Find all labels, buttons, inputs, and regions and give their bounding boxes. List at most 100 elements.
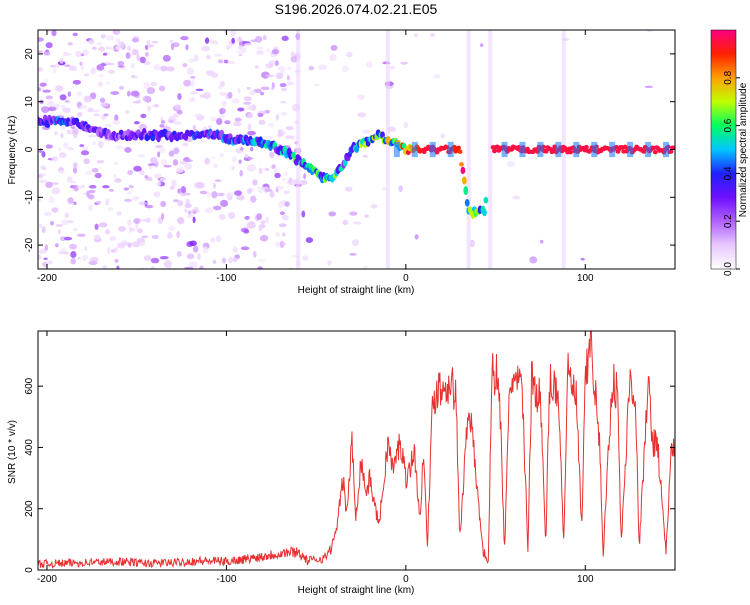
spectrogram-noise-mark <box>137 228 143 234</box>
spectrogram-ridge-mark <box>460 166 466 175</box>
spectrogram-noise-mark <box>172 112 180 118</box>
spectrogram-noise-mark <box>382 187 387 191</box>
spectrogram-noise-mark <box>91 109 101 113</box>
spectrogram-noise-mark <box>116 211 122 216</box>
spectrogram-noise-mark <box>167 231 173 239</box>
spectrogram-noise-mark <box>186 253 195 260</box>
spectrogram-noise-mark <box>123 187 130 191</box>
spectrogram-noise-mark <box>529 256 538 264</box>
colorbar: 0.0 0.2 0.4 0.6 0.8 Normalized spectral ampl… <box>710 29 749 276</box>
spectrogram-noise-mark <box>40 106 50 114</box>
spectrogram-streak-mark <box>385 30 390 269</box>
spectrogram-noise-mark <box>138 241 146 247</box>
spectrogram-noise-mark <box>159 255 169 260</box>
snr-frame <box>37 330 676 571</box>
spectrogram-noise-mark <box>146 39 151 46</box>
spectrogram-noise-mark <box>218 213 227 221</box>
spectrogram-noise-mark <box>256 50 264 55</box>
spectrogram-noise-mark <box>286 81 294 86</box>
spectrogram-noise-mark <box>107 246 111 255</box>
spectrogram-noise-mark <box>190 90 198 95</box>
spectrogram-y-tick-label: 0 <box>24 146 35 152</box>
spectrogram-noise-mark <box>239 170 244 177</box>
spectrogram-noise-mark <box>169 185 175 190</box>
spectrogram-noise-mark <box>60 104 66 110</box>
spectrogram-noise-mark <box>150 257 160 264</box>
spectrogram-noise-mark <box>201 45 211 52</box>
spectrogram-y-tick-label: 10 <box>24 96 35 108</box>
spectrogram-noise-mark <box>84 245 88 252</box>
spectrogram-ridge-mark <box>463 186 469 196</box>
spectrogram-noise-mark <box>285 126 294 131</box>
spectrogram-noise-mark <box>59 236 67 242</box>
spectrogram-noise-mark <box>314 83 320 87</box>
spectrogram-noise-mark <box>277 129 283 137</box>
spectrogram-noise-mark <box>67 91 72 97</box>
spectrogram-noise-mark <box>269 191 275 198</box>
spectrogram-noise-mark <box>112 120 121 125</box>
spectrogram-noise-mark <box>166 66 175 72</box>
spectrogram-noise-mark <box>173 199 179 203</box>
spectrogram-noise-mark <box>357 94 365 101</box>
spectrogram-noise-mark <box>479 43 484 48</box>
spectrogram-noise-mark <box>202 246 209 254</box>
spectrogram-noise-mark <box>185 44 189 51</box>
spectrogram-noise-mark <box>94 172 102 179</box>
spectrogram-noise-mark <box>287 66 292 70</box>
spectrogram-noise-mark <box>231 37 235 44</box>
snr-x-label: Height of straight line (km) <box>298 585 415 596</box>
spectrogram-noise-mark <box>271 164 276 169</box>
spectrogram-noise-mark <box>330 44 338 51</box>
spectrogram-noise-mark <box>107 69 116 74</box>
spectrogram-noise-mark <box>79 61 83 66</box>
spectrogram-noise-mark <box>184 162 193 170</box>
spectrogram-noise-mark <box>282 178 286 182</box>
spectrogram-ridge-mark <box>456 145 461 150</box>
spectrogram-noise-mark <box>72 162 78 169</box>
spectrogram-noise-mark <box>69 243 77 250</box>
spectrogram-noise-mark <box>58 251 62 255</box>
spectrogram-noise-mark <box>250 146 254 152</box>
colorbar-tick-label: 0.0 <box>723 262 734 276</box>
spectrogram-ridge-mark <box>641 149 647 154</box>
spectrogram-noise-mark <box>61 219 70 226</box>
spectrogram-noise-mark <box>113 247 118 253</box>
spectrogram-noise-mark <box>341 65 349 73</box>
spectrogram-noise-mark <box>249 195 257 203</box>
figure-title: S196.2026.074.02.21.E05 <box>275 1 438 17</box>
spectrogram-noise-mark <box>144 175 149 179</box>
snr-plot-area <box>38 331 675 570</box>
spectrogram-noise-mark <box>161 120 166 124</box>
spectrogram-noise-mark <box>177 200 184 207</box>
spectrogram-noise-mark <box>265 216 269 224</box>
spectrogram-noise-mark <box>143 60 151 66</box>
spectrogram-noise-mark <box>327 260 332 266</box>
spectrogram-noise-mark <box>184 203 192 209</box>
spectrogram-noise-mark <box>365 61 373 68</box>
spectrogram-band-halo <box>645 141 652 158</box>
spectrogram-noise-mark <box>67 197 74 204</box>
spectrogram-noise-mark <box>108 188 114 192</box>
spectrogram-noise-mark <box>102 185 110 189</box>
spectrogram-noise-mark <box>357 112 367 118</box>
spectrogram-noise-mark <box>38 50 44 53</box>
spectrogram-noise-mark <box>278 223 287 228</box>
spectrogram-noise-mark <box>212 259 217 264</box>
spectrogram-noise-mark <box>250 104 257 111</box>
spectrogram-noise-mark <box>234 190 242 196</box>
spectrogram-noise-mark <box>148 177 153 182</box>
spectrogram-noise-mark <box>353 221 362 225</box>
spectrogram-noise-mark <box>133 165 142 172</box>
spectrogram-noise-mark <box>192 245 199 253</box>
spectrogram-band-halo <box>555 141 562 158</box>
spectrogram-noise-mark <box>244 215 250 220</box>
spectrogram-noise-mark <box>231 98 240 104</box>
spectrogram-noise-mark <box>173 147 180 155</box>
spectrogram-noise-mark <box>236 194 245 201</box>
spectrogram-noise-mark <box>79 144 85 147</box>
spectrogram-noise-mark <box>72 127 79 135</box>
spectrogram-noise-mark <box>60 133 64 138</box>
spectrogram-noise-mark <box>252 179 258 186</box>
spectrogram-noise-mark <box>218 114 226 119</box>
